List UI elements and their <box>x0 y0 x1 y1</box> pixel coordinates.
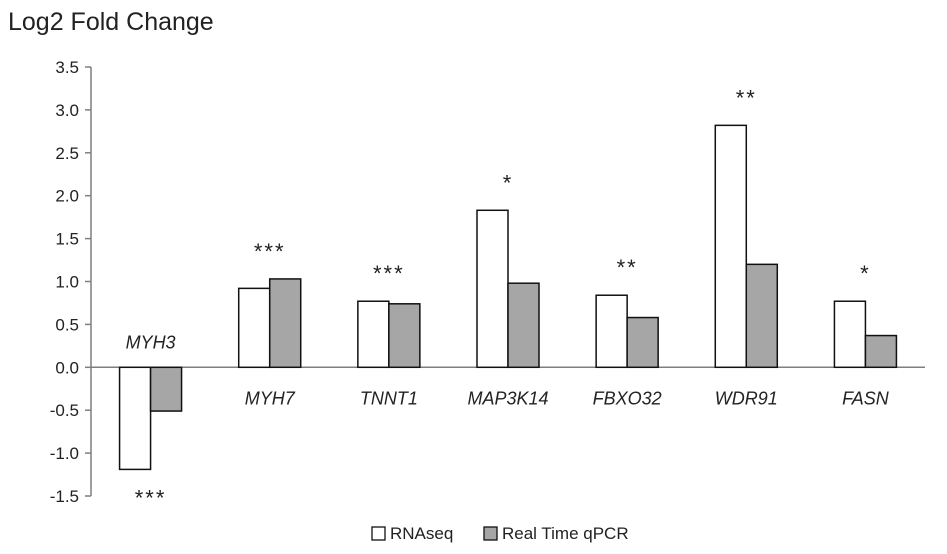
y-tick-label: 0.5 <box>55 315 79 334</box>
significance-marker: *** <box>135 485 167 510</box>
y-tick-label: 3.0 <box>55 101 79 120</box>
y-tick-label: 3.5 <box>55 58 79 77</box>
bar-qpcr <box>864 334 898 369</box>
category-label: TNNT1 <box>360 388 418 408</box>
bar-rnaseq <box>595 294 628 369</box>
y-tick-label: 0.0 <box>55 358 79 377</box>
y-tick-label: 1.5 <box>55 230 79 249</box>
bar-rnaseq <box>237 287 271 369</box>
y-tick-label: 2.0 <box>55 187 79 206</box>
bar-rnaseq <box>357 300 390 369</box>
bar-qpcr <box>149 366 183 412</box>
bar-qpcr <box>745 263 779 369</box>
category-label: MYH7 <box>245 388 296 408</box>
significance-marker: ** <box>736 85 757 110</box>
significance-marker: * <box>503 170 514 195</box>
category-label: MAP3K14 <box>467 388 548 408</box>
bar-qpcr <box>268 278 302 369</box>
bar-rnaseq <box>833 300 867 369</box>
bar-qpcr <box>507 282 540 369</box>
category-label: MYH3 <box>126 332 176 352</box>
legend-swatch-qpcr <box>483 526 498 541</box>
significance-marker: * <box>860 261 871 286</box>
y-tick-label: 2.5 <box>55 144 79 163</box>
legend-label-qpcr: Real Time qPCR <box>502 524 629 543</box>
bar-rnaseq <box>714 124 748 369</box>
category-label: FASN <box>842 388 890 408</box>
bar-qpcr <box>626 316 659 369</box>
significance-marker: *** <box>373 261 405 286</box>
bar-rnaseq <box>118 366 152 471</box>
y-tick-label: -1.0 <box>50 444 79 463</box>
legend-label-rnaseq: RNAseq <box>390 524 453 543</box>
bar-rnaseq <box>476 209 509 369</box>
bar-qpcr <box>388 303 421 369</box>
y-tick-label: -1.5 <box>50 487 79 506</box>
legend-swatch-rnaseq <box>371 526 386 541</box>
significance-marker: ** <box>617 255 638 280</box>
chart-title: Log2 Fold Change <box>8 8 214 36</box>
y-tick-label: 1.0 <box>55 273 79 292</box>
y-tick-label: -0.5 <box>50 401 79 420</box>
category-label: WDR91 <box>715 388 778 408</box>
category-label: FBXO32 <box>593 388 662 408</box>
significance-marker: *** <box>254 239 286 264</box>
